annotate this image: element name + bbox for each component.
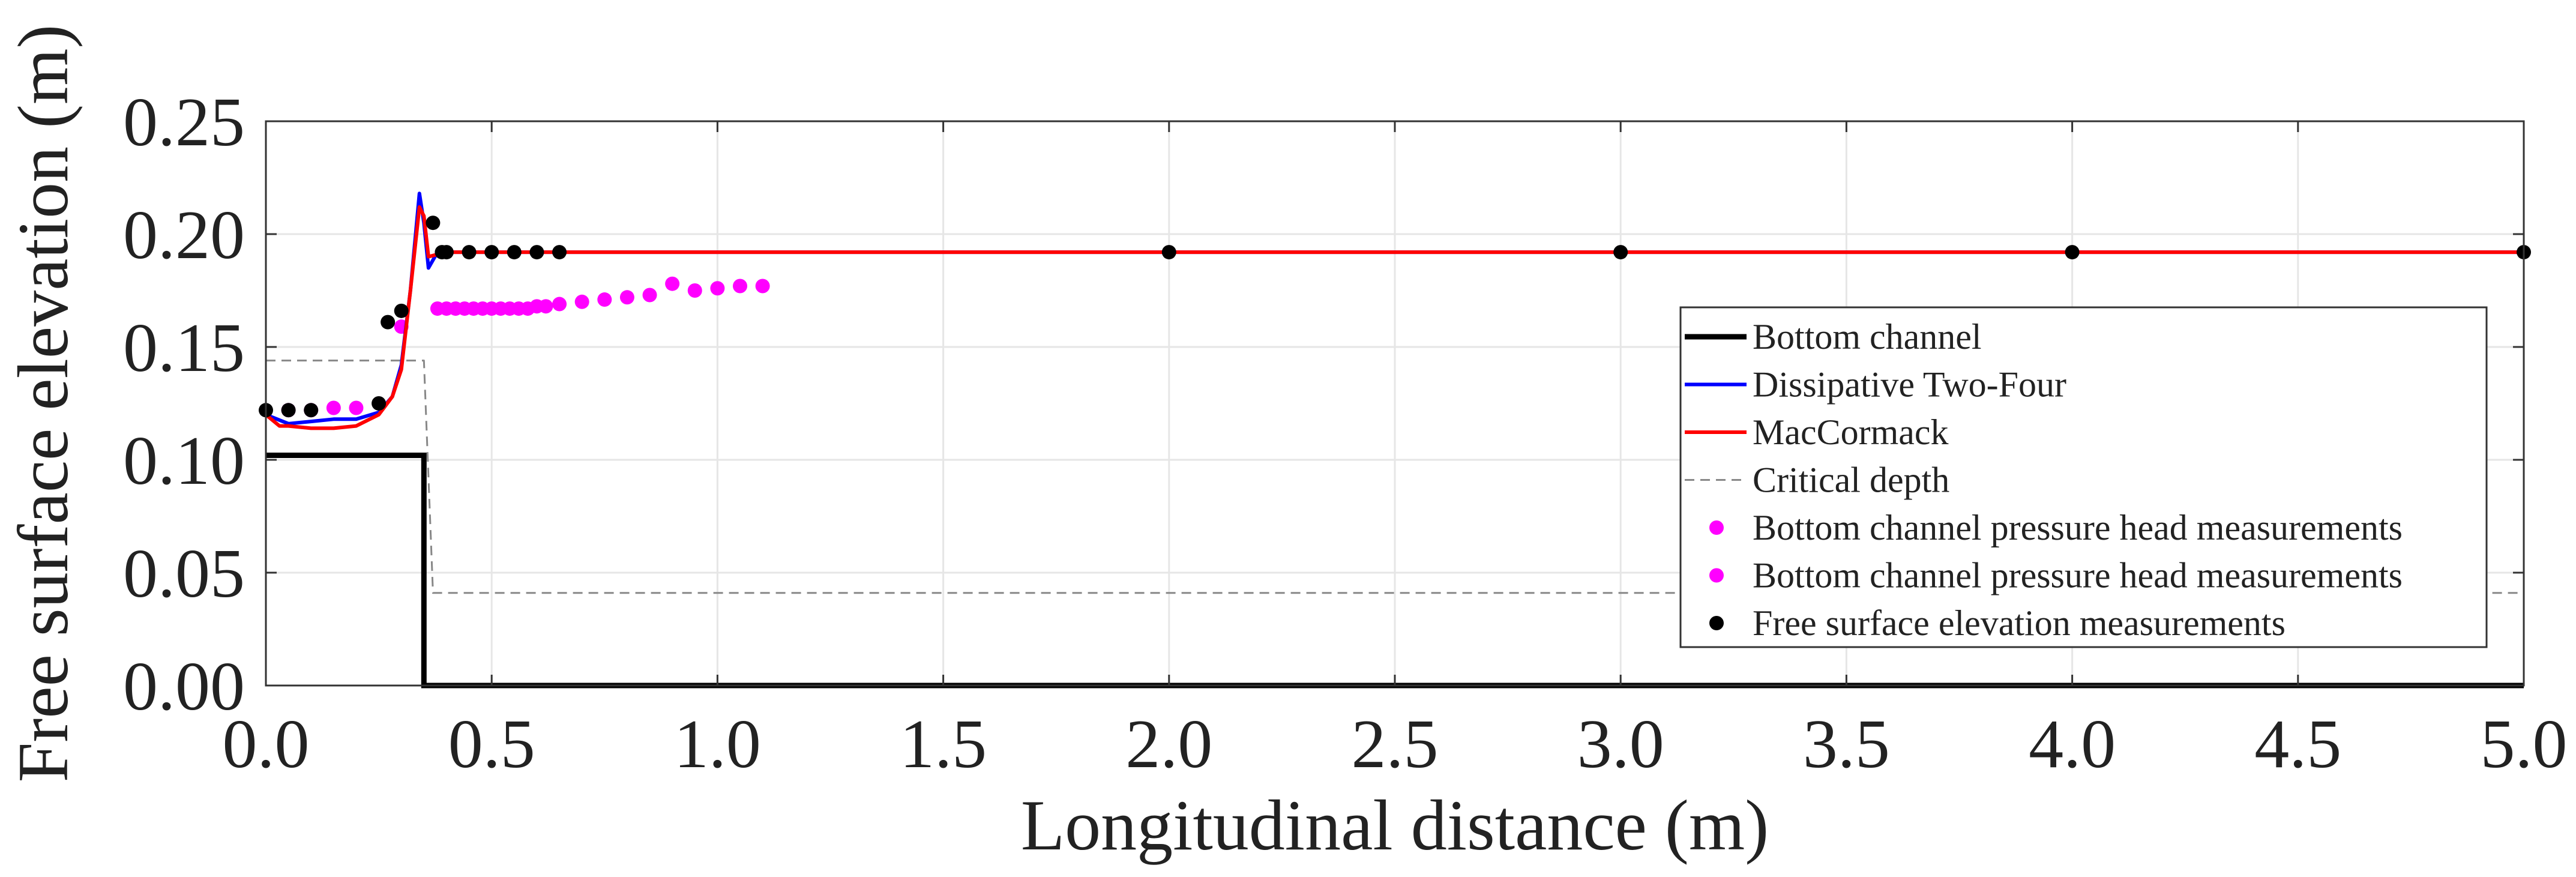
- y-tick-label: 0.25: [123, 84, 245, 161]
- free-surface-elevation-measurements-point: [529, 245, 544, 260]
- y-tick-label: 0.00: [123, 648, 245, 725]
- bottom-channel-pressure-head-measurements-point: [574, 294, 589, 309]
- free-surface-elevation-measurements-point: [507, 245, 522, 260]
- bottom-channel-pressure-head-measurements-point: [733, 279, 748, 294]
- x-tick-label: 5.0: [2481, 706, 2568, 783]
- x-tick-label: 3.5: [1803, 706, 1890, 783]
- x-tick-label: 2.0: [1125, 706, 1212, 783]
- bottom-channel-pressure-head-measurements-point: [326, 400, 341, 415]
- bottom-channel-pressure-head-measurements-point: [665, 276, 680, 291]
- y-tick-label: 0.10: [123, 423, 245, 499]
- bottom-channel-pressure-head-measurements-point: [642, 288, 657, 303]
- legend-label: Dissipative Two-Four: [1753, 365, 2066, 405]
- y-axis-title: Free surface elevation (m): [3, 25, 83, 783]
- axis-ticks: 0.0 0.5 1.0 1.5 2.0 2.5 3.0 3.5 4.0 4.5 5.0 0.00 0.0…: [123, 84, 2568, 783]
- bottom-channel-pressure-head-measurements-point: [755, 279, 770, 294]
- bottom-channel-pressure-head-measurements-point: [538, 299, 553, 314]
- x-tick-label: 1.5: [900, 706, 987, 783]
- legend-label: Bottom channel pressure head measurement…: [1753, 556, 2403, 595]
- legend-label: Free surface elevation measurements: [1753, 603, 2286, 643]
- legend-label: Bottom channel: [1753, 317, 1982, 357]
- free-surface-elevation-measurements-point: [2065, 245, 2080, 260]
- legend-label: Critical depth: [1753, 460, 1949, 500]
- free-surface-elevation-measurements-point: [281, 403, 296, 418]
- bottom-channel-pressure-head-measurements-point: [710, 281, 725, 296]
- plot-series: [259, 191, 2531, 689]
- legend-label: MacCormack: [1753, 412, 1949, 452]
- free-surface-elevation-measurements-point: [552, 245, 567, 260]
- y-tick-label: 0.20: [123, 197, 245, 274]
- x-tick-label: 4.0: [2029, 706, 2116, 783]
- free-surface-elevation-measurements-point: [372, 396, 387, 411]
- x-tick-label: 0.5: [448, 706, 535, 783]
- free-surface-elevation-measurements-point: [462, 245, 477, 260]
- legend-marker: [1709, 568, 1724, 583]
- maccormack-line: [265, 205, 2524, 430]
- bottom-channel-pressure-head-measurements-point: [349, 400, 364, 415]
- legend-box: [1679, 306, 2488, 648]
- critical-depth-line: [266, 360, 2524, 594]
- free-surface-elevation-measurements-point: [484, 245, 499, 260]
- x-tick-label: 4.5: [2254, 706, 2341, 783]
- legend-label: Bottom channel pressure head measurement…: [1753, 508, 2403, 547]
- bottom-channel-pressure-head-measurements-point: [619, 290, 634, 305]
- y-tick-label: 0.15: [123, 310, 245, 387]
- legend-marker: [1709, 520, 1724, 535]
- free-surface-elevation-measurements-point: [381, 315, 396, 330]
- legend: Bottom channel Dissipative Two-Four MacCor…: [1679, 306, 2488, 648]
- y-tick-label: 0.05: [123, 535, 245, 612]
- bottom-channel-pressure-head-measurements-point: [687, 283, 702, 298]
- free-surface-elevation-measurements-point: [1613, 245, 1628, 260]
- free-surface-elevation-measurements-point: [304, 403, 319, 418]
- x-tick-label: 2.5: [1352, 706, 1439, 783]
- x-tick-label: 0.0: [223, 706, 310, 783]
- legend-marker: [1709, 616, 1724, 630]
- x-tick-label: 3.0: [1577, 706, 1664, 783]
- free-surface-elevation-measurements-point: [426, 215, 441, 231]
- bottom-channel-pressure-head-measurements-point: [597, 292, 612, 307]
- free-surface-elevation-measurements-point: [394, 303, 409, 318]
- free-surface-elevation-measurements-point: [1161, 245, 1176, 260]
- free-surface-elevation-measurements-point: [439, 245, 454, 260]
- x-tick-label: 1.0: [674, 706, 761, 783]
- bottom-channel-pressure-head-measurements-point: [552, 297, 567, 312]
- x-axis-title: Longitudinal distance (m): [1021, 785, 1769, 865]
